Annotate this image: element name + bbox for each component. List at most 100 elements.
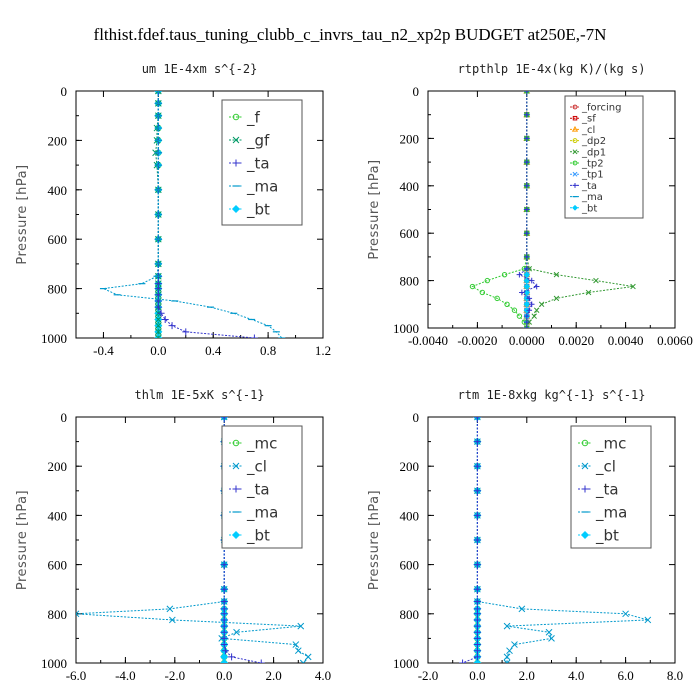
panel-2: rtpthlp 1E-4x(kg K)/(kg s) Pressure [hPa]… [367,62,693,348]
legend-label: _ta [581,181,597,192]
legend-marker [231,204,241,214]
data-point [220,616,228,624]
data-point [533,307,540,313]
data-point [473,658,482,663]
legend-label: _ma [246,503,278,522]
data-point [528,277,535,284]
data-point [474,417,481,421]
data-point [168,322,176,330]
data-point [524,254,530,260]
plot-area [469,91,636,328]
legend-label: _forcing [581,103,622,114]
data-point [220,622,228,630]
y-tick-label: 600 [400,558,420,573]
legend-label: _ta [246,154,270,173]
data-point [168,616,176,624]
y-tick-label: 0 [413,410,420,425]
data-point [518,605,526,613]
data-point [161,315,169,323]
y-tick-label: 200 [400,131,420,146]
data-point [220,598,228,605]
data-point [593,277,599,284]
y-tick-label: 600 [400,226,420,241]
figure-title: flthist.fdef.taus_tuning_clubb_c_invrs_t… [94,25,607,44]
legend-marker [572,171,578,177]
legend-label: _cl [581,125,595,136]
data-point [511,307,518,313]
data-point [524,183,530,189]
x-tick-label: 0.0 [216,668,232,683]
x-tick-label: 0.0 [469,668,485,683]
legend-marker [232,159,240,167]
data-point [501,271,508,278]
x-tick-label: 0.4 [205,343,222,358]
y-tick-label: 800 [400,607,420,622]
y-axis-label: Pressure [hPa] [15,164,30,264]
legend-marker [232,136,240,144]
data-point [524,91,530,94]
data-point [221,647,229,655]
data-point [473,610,481,618]
y-tick-label: 400 [400,179,420,194]
legend-marker [232,485,240,493]
y-tick-label: 200 [48,459,68,474]
x-tick-label: -0.0040 [408,333,448,348]
x-tick-label: 1.2 [315,343,331,358]
data-point [473,438,481,446]
legend-box [570,425,652,549]
data-point [220,634,228,642]
data-point [630,283,636,290]
data-point [524,111,530,118]
data-point [538,301,545,308]
panel-3: thlm 1E-5xK s^{-1} Pressure [hPa] -6.0 -4.0… [15,388,331,683]
data-point [524,265,530,272]
data-point [157,309,165,317]
x-tick-label: -6.0 [66,668,87,683]
data-point [220,610,228,618]
legend-marker [231,530,241,540]
data-point [524,159,530,165]
data-point [233,628,240,636]
data-point [503,653,511,661]
legend-marker [572,160,578,166]
y-tick-label: 400 [48,183,68,198]
legend: _forcing_sf_cl_dp2_dp1_tp2_tp1_ta_ma_bt [564,95,644,219]
data-point [545,628,553,636]
data-point [524,206,530,213]
x-tick-label: 0.0020 [558,333,594,348]
data-point [473,417,481,421]
data-point [469,283,476,290]
data-point [504,301,510,307]
legend-label: _ta [246,480,270,499]
legend-label: _mc [246,434,277,453]
panel-title: rtpthlp 1E-4x(kg K)/(kg s) [458,62,646,76]
data-point [585,289,592,296]
data-point [220,585,228,593]
data-point [528,301,535,308]
y-axis-label: Pressure [hPa] [15,490,30,590]
x-tick-label: 0.0000 [509,333,545,348]
data-point [524,135,530,142]
y-tick-label: 0 [61,84,68,99]
data-point [553,295,560,302]
y-tick-label: 200 [48,133,68,148]
y-tick-label: 1000 [393,656,419,671]
legend-label: _tp2 [581,159,604,170]
data-point [297,622,305,630]
data-point [250,334,258,338]
legend-label: _gf [246,131,270,150]
data-point [644,616,652,624]
legend-marker [572,204,578,211]
data-point [526,307,533,314]
data-point [220,641,228,649]
legend-marker [581,439,589,447]
data-point [516,313,523,319]
data-point [506,647,513,655]
data-point [154,322,162,330]
data-point [524,313,530,319]
legend-label: _bt [581,203,597,214]
data-point [473,622,481,630]
data-point [154,328,162,336]
legend-box [221,425,303,549]
data-point [524,230,530,236]
